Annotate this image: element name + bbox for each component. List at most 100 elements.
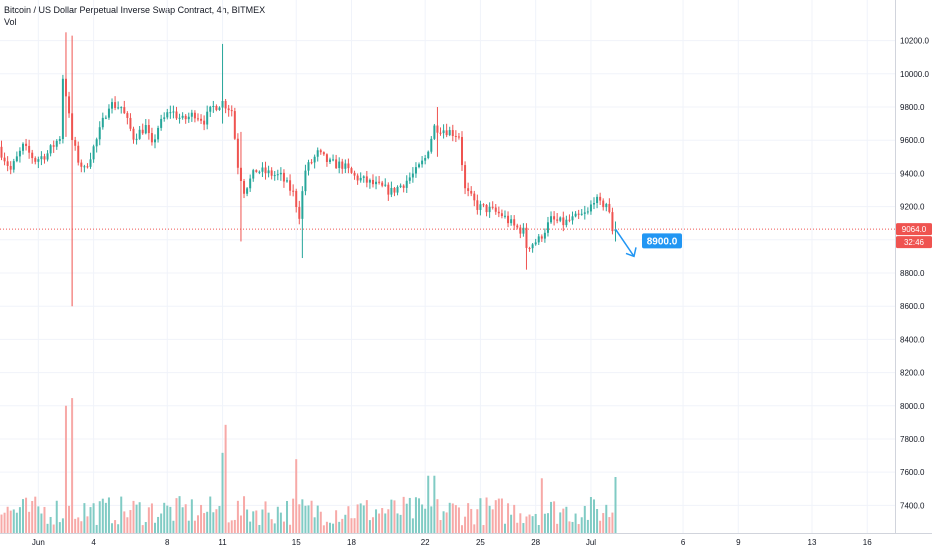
volume-bar xyxy=(356,504,359,533)
time-axis[interactable]: Jun 4 8 11 15 18 22 25 28 Jul 6 9 13 16 xyxy=(32,538,872,547)
candle-body xyxy=(52,145,55,147)
volume-bar xyxy=(427,475,430,533)
candle-body xyxy=(310,162,313,164)
candle-body xyxy=(371,179,374,185)
volume-bar xyxy=(126,517,129,533)
volume-bar xyxy=(439,520,442,533)
volume-bar xyxy=(522,523,525,533)
volume-bar xyxy=(249,521,252,533)
volume-bar xyxy=(461,525,463,533)
candle-body xyxy=(319,150,322,153)
candle-body xyxy=(25,143,28,146)
candle-body xyxy=(559,217,562,221)
time-tick-label: 13 xyxy=(808,538,817,547)
volume-bar xyxy=(40,513,43,533)
volume-bar xyxy=(258,524,261,533)
candle-body xyxy=(513,219,516,226)
volume-bar xyxy=(580,517,583,533)
volume-bar xyxy=(261,509,264,533)
volume-bar xyxy=(341,518,344,533)
candle-body xyxy=(482,204,485,206)
candle-body xyxy=(378,181,381,183)
volume-bar xyxy=(384,513,387,533)
candle-body xyxy=(181,115,184,118)
volume-bar xyxy=(350,518,353,533)
volume-bar xyxy=(344,514,347,533)
candle-body xyxy=(390,187,393,195)
volume-bar xyxy=(589,497,592,533)
volume-bar xyxy=(479,498,482,533)
volume-bar xyxy=(276,506,279,533)
volume-bar xyxy=(101,498,104,533)
candle-body xyxy=(55,140,58,147)
volume-bar xyxy=(58,522,61,533)
volume-bar xyxy=(473,524,476,533)
candle-body xyxy=(568,219,571,221)
volume-bar xyxy=(503,523,506,533)
candle-body xyxy=(414,167,417,174)
last-price-value: 9064.0 xyxy=(902,225,927,234)
volume-bar xyxy=(215,509,218,533)
candle-body xyxy=(335,159,338,169)
candle-body xyxy=(405,180,408,188)
candle-body xyxy=(64,78,67,97)
candle-body xyxy=(534,242,537,245)
volume-bar xyxy=(163,502,166,533)
candle-body xyxy=(46,153,49,160)
volume-bar xyxy=(568,521,571,533)
volume-bar xyxy=(396,513,399,533)
volume-bar xyxy=(196,515,199,533)
volume-bar xyxy=(448,502,451,533)
volume-bar xyxy=(150,503,153,533)
candle-body xyxy=(497,211,500,214)
candle-body xyxy=(264,167,267,174)
candle-body xyxy=(583,212,586,214)
candle-body xyxy=(368,179,371,183)
volume-bar xyxy=(608,517,611,533)
candle-body xyxy=(233,111,236,139)
volume-bar xyxy=(322,525,325,533)
candle-body xyxy=(574,213,577,217)
candle-body xyxy=(445,130,448,136)
volume-bar xyxy=(393,500,396,533)
candle-body xyxy=(571,216,574,221)
volume-bar xyxy=(95,524,98,533)
price-axis[interactable]: 7400.0 7600.0 7800.0 8000.0 8200.0 8400.0 8600… xyxy=(900,37,929,511)
volume-bar xyxy=(104,502,107,533)
candle-body xyxy=(18,150,21,157)
candle-body xyxy=(537,236,540,243)
price-target-annotation[interactable]: 8900.0 xyxy=(614,228,683,258)
candle-body xyxy=(144,125,147,134)
candle-body xyxy=(307,162,310,171)
volume-bar xyxy=(80,521,83,533)
candle-body xyxy=(476,200,479,210)
candle-body xyxy=(224,100,227,109)
volume-bar xyxy=(55,500,58,533)
candle-body xyxy=(451,130,454,136)
candle-body xyxy=(540,236,543,239)
volume-bar xyxy=(86,516,89,533)
candle-body xyxy=(239,167,242,182)
candle-body xyxy=(457,136,460,138)
candle-body xyxy=(166,112,169,118)
candle-body xyxy=(80,162,83,167)
grid-lines xyxy=(0,0,895,533)
candle-body xyxy=(338,161,341,169)
candle-body xyxy=(49,145,52,154)
volume-bar xyxy=(267,512,270,533)
volume-bar xyxy=(175,498,178,533)
volume-bar xyxy=(525,516,528,533)
volume-bar xyxy=(571,521,574,533)
volume-bar xyxy=(528,514,531,533)
candle-body xyxy=(427,151,430,159)
candle-body xyxy=(298,207,301,219)
volume-bar xyxy=(61,518,64,533)
candle-body xyxy=(494,207,497,212)
volume-bar xyxy=(18,507,21,533)
volume-bar xyxy=(583,505,586,533)
volume-bar xyxy=(37,506,40,533)
candle-body xyxy=(439,132,442,134)
candle-body xyxy=(6,161,9,166)
annotation-label-box[interactable] xyxy=(642,233,682,249)
